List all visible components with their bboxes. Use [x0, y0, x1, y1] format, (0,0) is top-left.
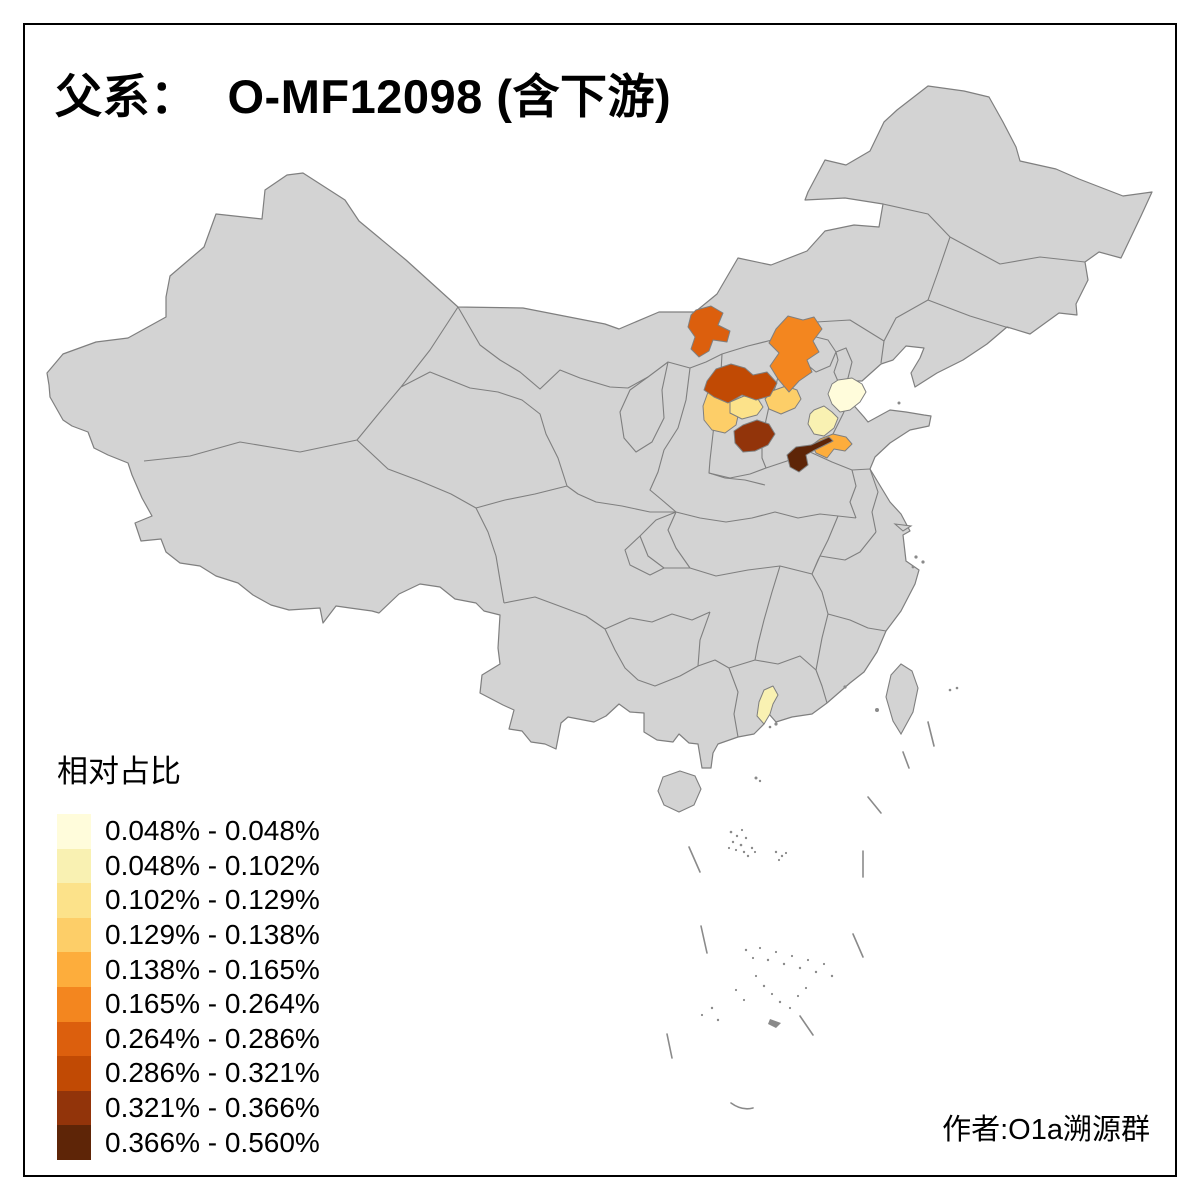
border-northeast	[880, 203, 1086, 364]
legend-row: 0.321% - 0.366%	[57, 1090, 320, 1126]
legend-swatch-8	[57, 1056, 91, 1091]
colored-regions	[687, 305, 867, 725]
legend-swatch-2	[57, 848, 91, 884]
legend-label-3: 0.102% - 0.129%	[105, 884, 320, 916]
map-region-10	[703, 363, 778, 404]
figure-frame	[23, 23, 1177, 1177]
legend-title: 相对占比	[57, 754, 181, 789]
legend-swatch-10	[57, 1125, 91, 1160]
islands	[657, 523, 919, 813]
chongming-island	[893, 523, 913, 532]
legend-swatch-1	[57, 814, 91, 849]
spratly-sliver-island	[768, 1019, 781, 1028]
legend-row: 0.286% - 0.321%	[57, 1056, 320, 1091]
map-title: 父系： O-MF12098 (含下游)	[55, 58, 671, 127]
china-landmass	[46, 85, 1153, 769]
legend-label-8: 0.286% - 0.321%	[105, 1057, 320, 1089]
taiwan-island	[885, 663, 919, 736]
border-ningxia	[619, 361, 669, 453]
legend-row: 0.165% - 0.264%	[57, 986, 320, 1022]
legend-row: 0.366% - 0.560%	[57, 1125, 320, 1160]
legend-rows: 0.048% - 0.048% 0.048% - 0.102% 0.102% - 0…	[57, 814, 320, 1160]
legend-swatch-6	[57, 986, 91, 1022]
map-region-12	[786, 436, 834, 473]
legend-label-7: 0.264% - 0.286%	[105, 1022, 320, 1054]
map-region-1	[827, 377, 867, 413]
border-shaanxi-west	[649, 367, 691, 513]
border-southeast	[754, 565, 887, 671]
map-region-3	[756, 685, 779, 725]
legend-swatch-3	[57, 883, 91, 918]
border-henan-shandong	[809, 451, 871, 471]
legend-swatch-5	[57, 952, 91, 987]
legend-row: 0.048% - 0.102%	[57, 848, 320, 884]
border-southwest	[503, 596, 828, 738]
legend-row: 0.138% - 0.165%	[57, 952, 320, 987]
legend-row: 0.048% - 0.048%	[57, 814, 320, 849]
border-west-china	[143, 306, 676, 604]
map-region-2	[807, 405, 839, 437]
legend-row: 0.129% - 0.138%	[57, 917, 320, 953]
legend-swatch-7	[57, 1021, 91, 1057]
border-hubei-hunan	[624, 511, 813, 577]
legend-swatch-9	[57, 1090, 91, 1126]
legend-label-9: 0.321% - 0.366%	[105, 1092, 320, 1124]
border-central-plains	[675, 468, 879, 533]
legend-label-5: 0.138% - 0.165%	[105, 953, 320, 985]
legend-label-2: 0.048% - 0.102%	[105, 849, 320, 881]
legend-label-10: 0.366% - 0.560%	[105, 1126, 320, 1158]
legend-label-1: 0.048% - 0.048%	[105, 815, 320, 847]
map-title-prefix: 父系：	[55, 70, 198, 123]
legend-row: 0.264% - 0.286%	[57, 1021, 320, 1057]
map-region-11	[733, 419, 776, 453]
legend-swatch-4	[57, 917, 91, 953]
attribution-text: 作者:O1a溯源群	[942, 1114, 1150, 1146]
map-title-main: O-MF12098 (含下游)	[227, 70, 672, 123]
map-region-9	[687, 305, 731, 358]
legend-label-4: 0.129% - 0.138%	[105, 919, 320, 951]
nine-dash-line	[666, 721, 935, 1110]
coastal-island-dots	[754, 401, 959, 783]
map-region-8	[768, 315, 823, 393]
south-china-sea-islands	[700, 828, 834, 1028]
hainan-island	[657, 770, 702, 813]
legend-label-6: 0.165% - 0.264%	[105, 988, 320, 1020]
border-yangtze-delta	[811, 515, 877, 575]
legend-row: 0.102% - 0.129%	[57, 883, 320, 918]
legend: 相对占比 0.048% - 0.048% 0.048% - 0.102% 0.102…	[57, 746, 320, 1160]
